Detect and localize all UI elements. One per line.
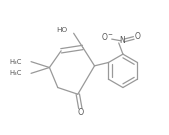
Text: O: O: [102, 33, 108, 42]
Text: −: −: [107, 32, 112, 37]
Text: HO: HO: [57, 27, 68, 33]
Text: N: N: [120, 36, 125, 45]
Text: O: O: [135, 32, 140, 41]
Text: O: O: [77, 108, 83, 117]
Text: H₃C: H₃C: [9, 70, 22, 76]
Text: H₃C: H₃C: [9, 59, 22, 65]
